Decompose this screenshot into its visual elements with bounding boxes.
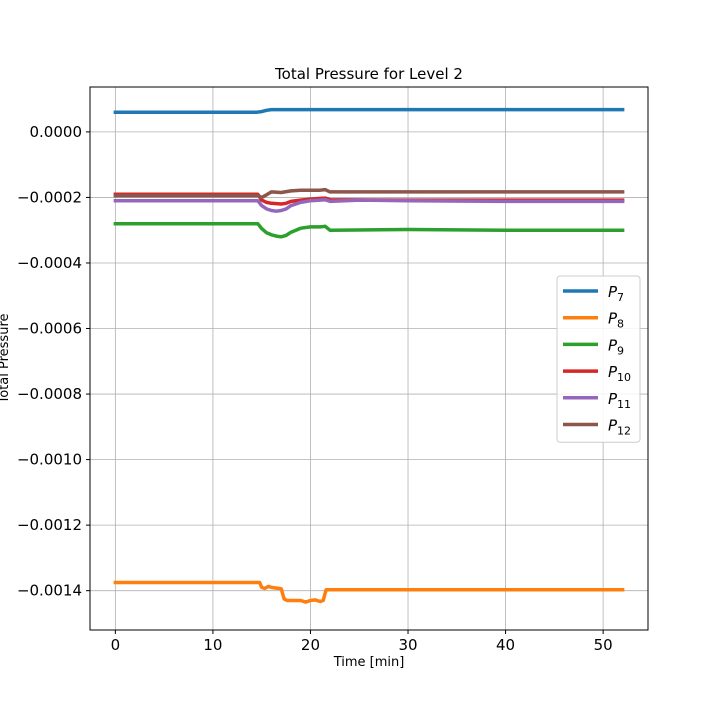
legend-entry-p11: P11 [563, 390, 631, 411]
x-axis-label: Time [min] [333, 655, 405, 670]
plot-area-frame [89, 86, 649, 631]
y-tick-label: −0.0012 [17, 516, 82, 534]
y-tick-label: −0.0008 [17, 385, 82, 403]
series-line-p9 [113, 221, 625, 239]
y-tick-label: −0.0014 [17, 582, 82, 600]
y-axis-label: Total Pressure [0, 313, 12, 404]
legend-entry-p9: P9 [563, 336, 624, 357]
y-tick-label: −0.0010 [17, 451, 82, 469]
y-axis-ticks: 0.0000 −0.0002 −0.0004 −0.0006 −0.0008 −0.001… [17, 123, 90, 600]
x-tick-label: 30 [398, 636, 417, 654]
legend-label: P7 [608, 283, 624, 304]
y-tick-label: −0.0006 [17, 320, 82, 338]
y-tick-label: 0.0000 [30, 123, 83, 141]
legend-label: P11 [608, 390, 631, 411]
y-tick-label: −0.0004 [17, 254, 82, 272]
x-tick-label: 40 [496, 636, 515, 654]
x-tick-label: 10 [203, 636, 222, 654]
legend-entry-p8: P8 [563, 310, 624, 331]
x-tick-label: 0 [111, 636, 121, 654]
legend-entry-p10: P10 [563, 363, 631, 384]
legend: P7 P8 P9 P10 P11 P12 [556, 275, 641, 443]
legend-label: P12 [608, 417, 631, 438]
legend-label: P8 [608, 310, 624, 331]
series-line-p8 [113, 580, 625, 604]
series-line-p12 [113, 187, 625, 200]
series-lines [113, 107, 625, 604]
legend-label: P10 [608, 363, 631, 384]
x-tick-label: 50 [594, 636, 613, 654]
x-tick-label: 20 [301, 636, 320, 654]
chart-title: Total Pressure for Level 2 [274, 65, 463, 83]
legend-entry-p12: P12 [563, 417, 631, 438]
legend-box [556, 275, 641, 443]
x-axis-ticks: 0 10 20 30 40 50 [111, 630, 613, 654]
series-line-p11 [113, 197, 625, 213]
legend-entry-p7: P7 [563, 283, 624, 304]
y-tick-label: −0.0002 [17, 188, 82, 206]
legend-label: P9 [608, 336, 624, 357]
series-line-p7 [113, 107, 625, 114]
